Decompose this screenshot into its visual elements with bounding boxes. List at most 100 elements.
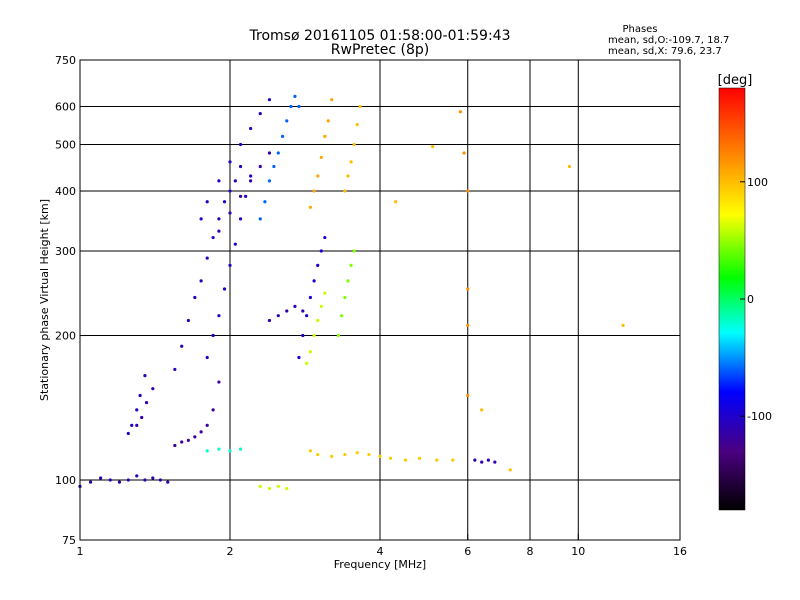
scatter-point	[211, 333, 215, 338]
scatter-point	[99, 476, 103, 480]
scatter-point	[305, 314, 309, 318]
scatter-point	[301, 333, 305, 338]
colorbar-tick-label: 100	[747, 176, 768, 189]
scatter-point	[217, 380, 221, 384]
scatter-point	[276, 314, 280, 318]
scatter-point	[173, 367, 177, 372]
scatter-series-9	[267, 304, 305, 323]
info-box: Phases mean, sd,O:-109.7, 18.7 mean, sd,…	[608, 24, 729, 57]
y-axis-label: Stationary phase Virtual Height [km]	[38, 199, 51, 401]
y-tick-labels: 75 100 200 300 400 500 600 750	[55, 54, 86, 547]
scatter-point	[276, 151, 280, 155]
scatter-point	[249, 126, 253, 131]
scatter-point	[199, 430, 203, 434]
scatter-point	[323, 291, 327, 295]
scatter-series-20	[394, 145, 625, 472]
y-tick-label: 100	[55, 474, 76, 487]
scatter-point	[352, 249, 356, 253]
x-tick-label: 4	[377, 545, 384, 558]
scatter-point	[217, 314, 221, 318]
scatter-point	[186, 438, 190, 442]
scatter-point	[211, 408, 215, 412]
info-heading: Phases	[622, 24, 657, 35]
scatter-point	[244, 194, 248, 198]
scatter-point	[108, 478, 112, 482]
scatter-point	[430, 145, 435, 149]
scatter-point	[451, 458, 455, 462]
scatter-point	[336, 333, 340, 338]
scatter-point	[301, 309, 305, 313]
info-line-o: mean, sd,O:-109.7, 18.7	[608, 35, 729, 46]
scatter-point	[316, 263, 320, 267]
scatter-point	[143, 478, 147, 482]
scatter-point	[267, 486, 272, 491]
scatter-series-16	[258, 484, 289, 491]
chart-subtitle: RwPretec (8p)	[331, 42, 429, 58]
scatter-point	[394, 200, 398, 204]
scatter-point	[305, 361, 309, 365]
colorbar-tick-label: 0	[747, 293, 754, 306]
scatter-point	[238, 217, 243, 221]
scatter-point	[217, 229, 221, 233]
scatter-point	[346, 279, 350, 283]
colorbar-ticks: 100 0 -100	[740, 176, 772, 423]
scatter-series-12	[305, 291, 327, 365]
x-tick-labels: 1 2 4 6 8 10 16	[77, 534, 687, 558]
scatter-point	[199, 279, 203, 283]
scatter-point	[567, 164, 572, 169]
scatter-point	[249, 174, 253, 178]
scatter-point	[117, 480, 122, 484]
scatter-point	[297, 355, 301, 360]
scatter-series-11	[308, 98, 334, 209]
scatter-point	[330, 454, 334, 459]
scatter-point	[312, 279, 316, 283]
colorbar-label: [deg]	[718, 73, 753, 88]
scatter-series-10	[297, 235, 327, 360]
scatter-point	[367, 452, 371, 457]
scatter-point	[143, 374, 147, 378]
scatter-series-4	[173, 164, 243, 372]
scatter-point	[319, 249, 323, 253]
scatter-point	[258, 111, 262, 116]
x-tick-label: 6	[464, 545, 471, 558]
scatter-point	[340, 314, 344, 318]
scatter-point	[462, 151, 466, 155]
scatter-point	[289, 104, 293, 109]
info-line-x: mean, sd,X: 79.6, 23.7	[608, 46, 722, 57]
scatter-point	[180, 440, 184, 444]
scatter-point	[158, 478, 163, 482]
scatter-point	[297, 104, 301, 109]
scatter-point	[151, 476, 155, 480]
scatter-point	[493, 460, 497, 464]
scatter-point	[323, 235, 327, 240]
scatter-point	[417, 456, 422, 460]
scatter-point	[258, 217, 262, 221]
scatter-series-0	[78, 474, 170, 488]
scatter-point	[228, 263, 232, 267]
scatter-point	[199, 217, 203, 221]
scatter-point	[151, 387, 155, 391]
scatter-point	[280, 134, 285, 138]
scatter-point	[316, 452, 320, 457]
scatter-point	[193, 435, 197, 439]
scatter-point	[343, 452, 347, 457]
scatter-point	[480, 460, 484, 464]
scatter-point	[263, 200, 267, 204]
scatter-point	[458, 110, 463, 114]
scatter-point	[272, 164, 276, 169]
scatter-point	[308, 350, 313, 354]
colorbar-tick-label: -100	[747, 410, 772, 423]
x-tick-label: 10	[571, 545, 585, 558]
scatter-point	[222, 200, 227, 204]
scatter-point	[285, 309, 289, 313]
scatter-point	[138, 393, 142, 398]
scatter-point	[352, 142, 356, 147]
x-tick-label: 8	[527, 545, 534, 558]
scatter-point	[326, 119, 330, 123]
scatter-point	[378, 454, 382, 459]
scatter-point	[276, 484, 280, 488]
scatter-point	[205, 200, 209, 204]
y-tick-label: 200	[55, 330, 76, 343]
x-tick-label: 2	[227, 545, 234, 558]
scatter-series-3	[173, 380, 221, 448]
